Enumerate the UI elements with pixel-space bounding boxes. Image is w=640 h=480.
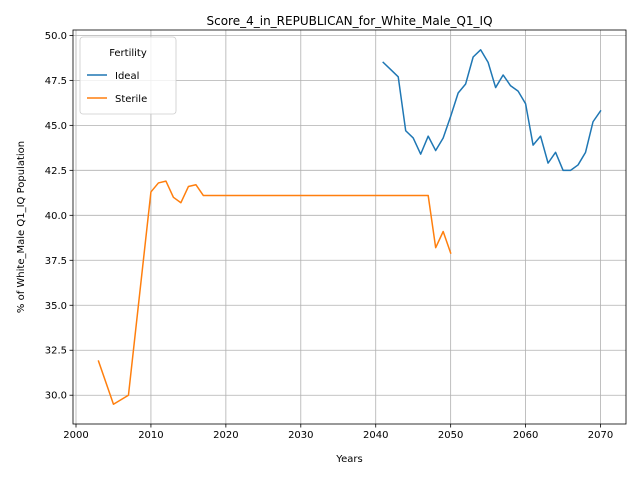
- legend: Fertility Ideal Sterile: [79, 36, 177, 115]
- x-tick-label: 2020: [213, 430, 238, 441]
- y-tick-label: 42.5: [45, 166, 67, 177]
- axis-ticks: 2000 2010 2020 2030 2040 2050 2060 2070 30.0 32.5…: [45, 31, 614, 441]
- plot-frame: [72, 29, 627, 425]
- series-line-sterile: [97, 180, 452, 405]
- chart-title: Score_4_in_REPUBLICAN_for_White_Male_Q1_…: [206, 14, 492, 28]
- legend-label-ideal: Ideal: [115, 71, 139, 82]
- y-tick-label: 47.5: [45, 76, 67, 87]
- y-tick-label: 50.0: [45, 31, 67, 42]
- x-tick-label: 2030: [288, 430, 313, 441]
- grid: [73, 30, 626, 424]
- x-tick-label: 2010: [138, 430, 163, 441]
- x-axis-label: Years: [335, 454, 362, 465]
- y-tick-label: 45.0: [45, 121, 67, 132]
- x-tick-label: 2050: [438, 430, 463, 441]
- y-tick-label: 40.0: [45, 211, 67, 222]
- y-tick-label: 37.5: [45, 256, 67, 267]
- legend-title: Fertility: [109, 48, 147, 59]
- series-lines: [97, 49, 602, 405]
- x-tick-label: 2000: [63, 430, 88, 441]
- y-axis-label: % of White_Male Q1_IQ Population: [16, 141, 27, 313]
- series-line-ideal: [382, 49, 602, 172]
- x-tick-label: 2060: [513, 430, 538, 441]
- legend-label-sterile: Sterile: [115, 94, 147, 105]
- x-tick-label: 2040: [363, 430, 388, 441]
- y-tick-label: 30.0: [45, 391, 67, 402]
- x-tick-label: 2070: [588, 430, 613, 441]
- y-tick-label: 32.5: [45, 346, 67, 357]
- y-tick-label: 35.0: [45, 301, 67, 312]
- legend-box: [79, 36, 177, 115]
